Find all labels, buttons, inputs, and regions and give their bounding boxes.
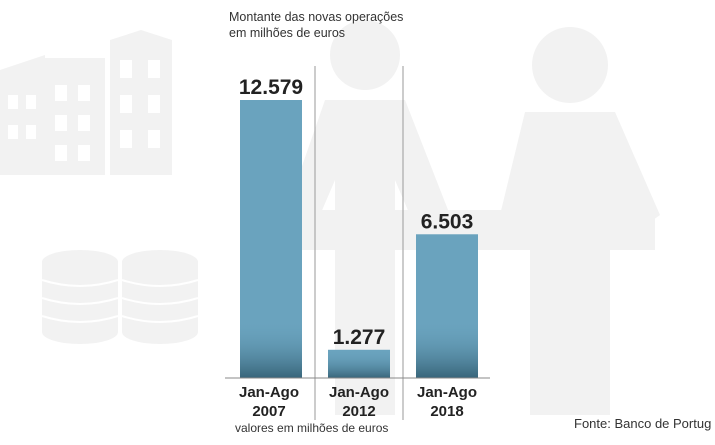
- category-label: Jan-Ago: [329, 384, 389, 401]
- bar-shade: [416, 320, 478, 378]
- value-label: 6.503: [421, 210, 474, 233]
- category-label: 2007: [252, 403, 285, 420]
- bar-shade: [328, 349, 390, 378]
- chart-title-line2: em milhões de euros: [229, 26, 346, 40]
- person-icon: [285, 20, 450, 415]
- chart-title-line1: Montante das novas operações: [229, 10, 404, 24]
- value-label: 12.579: [239, 76, 303, 99]
- category-label: 2012: [342, 403, 375, 420]
- bar-shade: [240, 320, 302, 378]
- footnote: valores em milhões de euros: [235, 421, 389, 435]
- source-label: Fonte: Banco de Portug: [574, 416, 712, 431]
- category-label: Jan-Ago: [239, 384, 299, 401]
- value-label: 1.277: [333, 326, 386, 349]
- category-label: Jan-Ago: [417, 384, 477, 401]
- person-icon: [500, 27, 660, 415]
- category-label: 2018: [430, 403, 463, 420]
